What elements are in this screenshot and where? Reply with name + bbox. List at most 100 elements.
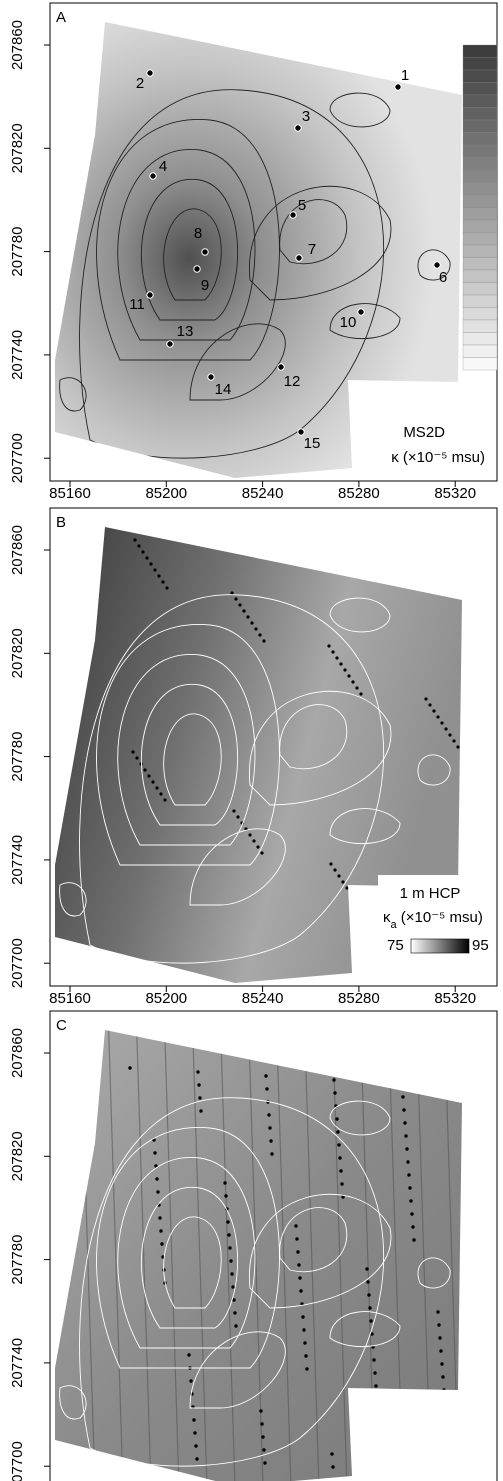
sample-label: 2 bbox=[136, 75, 144, 92]
x-tick-label: 85200 bbox=[145, 990, 187, 1007]
contour-line bbox=[59, 882, 87, 917]
speck bbox=[374, 1384, 378, 1388]
speck bbox=[331, 1465, 335, 1469]
sample-label: 4 bbox=[159, 158, 167, 175]
speck bbox=[229, 1259, 233, 1263]
speck bbox=[195, 1457, 199, 1461]
contour-line bbox=[417, 249, 451, 281]
speck bbox=[137, 544, 141, 548]
contour-line bbox=[141, 1186, 239, 1329]
speck bbox=[141, 550, 145, 554]
speck bbox=[153, 568, 157, 572]
colorbar-step bbox=[462, 357, 498, 371]
speck bbox=[337, 874, 341, 878]
contour-line bbox=[96, 119, 280, 361]
speck bbox=[133, 538, 137, 542]
speck bbox=[440, 1362, 444, 1366]
speck bbox=[158, 1216, 162, 1220]
speck bbox=[333, 868, 337, 872]
speck bbox=[347, 674, 351, 678]
sample-point bbox=[394, 83, 402, 91]
speck bbox=[250, 621, 254, 625]
speck bbox=[261, 1435, 265, 1439]
speck bbox=[135, 756, 139, 760]
speck bbox=[337, 1143, 341, 1147]
panel-c: C 207860 207820 207780 207740 207700 bbox=[9, 1010, 498, 1481]
legend-symbol: κ bbox=[383, 909, 391, 926]
y-tick-label: 207780 bbox=[9, 1235, 26, 1285]
speck bbox=[436, 1310, 440, 1314]
speck bbox=[228, 1246, 232, 1250]
contour-line bbox=[249, 185, 392, 301]
speck bbox=[131, 750, 135, 754]
y-tick-label: 207700 bbox=[9, 938, 26, 988]
speck bbox=[366, 1280, 370, 1284]
survey-stripe bbox=[219, 1030, 236, 1481]
speck bbox=[401, 1095, 405, 1099]
y-tick-label: 207820 bbox=[9, 123, 26, 173]
speck bbox=[303, 1341, 307, 1345]
speck bbox=[294, 1224, 298, 1228]
colorbar-step bbox=[462, 294, 498, 308]
speck bbox=[154, 1164, 158, 1168]
y-tick-label: 207820 bbox=[9, 628, 26, 678]
speck bbox=[270, 1152, 274, 1156]
speck bbox=[452, 739, 456, 743]
colorbar-step bbox=[462, 94, 498, 108]
speck bbox=[143, 768, 147, 772]
sample-label: 8 bbox=[194, 225, 202, 242]
sample-point bbox=[277, 363, 285, 371]
speck bbox=[340, 1182, 344, 1186]
sample-point bbox=[149, 172, 157, 180]
speck bbox=[436, 715, 440, 719]
contour-line bbox=[163, 713, 222, 806]
speck bbox=[265, 1087, 269, 1091]
legend-max: 95 bbox=[472, 937, 489, 954]
speck bbox=[370, 1332, 374, 1336]
contour-line bbox=[329, 1100, 391, 1136]
colorbar-step bbox=[462, 207, 498, 221]
y-tick-label: 207700 bbox=[9, 1441, 26, 1481]
speck bbox=[233, 1311, 237, 1315]
speck bbox=[412, 1238, 416, 1242]
speck bbox=[332, 1078, 336, 1082]
speck bbox=[230, 591, 234, 595]
speck bbox=[339, 662, 343, 666]
speck bbox=[230, 1272, 234, 1276]
speck bbox=[373, 1371, 377, 1375]
sample-label: 3 bbox=[302, 108, 310, 125]
speck bbox=[403, 1121, 407, 1125]
contour-line bbox=[249, 690, 392, 806]
panel-label: A bbox=[56, 9, 66, 26]
sample-label: 10 bbox=[340, 314, 357, 331]
speck bbox=[264, 1074, 268, 1078]
speck bbox=[267, 1113, 271, 1117]
survey-stripe bbox=[135, 1030, 152, 1481]
speck bbox=[336, 1130, 340, 1134]
legend-min: 75 bbox=[387, 937, 404, 954]
speck bbox=[246, 615, 250, 619]
colorbar-step bbox=[462, 157, 498, 171]
speck bbox=[194, 1444, 198, 1448]
speck bbox=[238, 603, 242, 607]
sample-label: 1 bbox=[401, 67, 409, 84]
speck bbox=[234, 597, 238, 601]
colorbar-step bbox=[462, 69, 498, 83]
speck bbox=[341, 1195, 345, 1199]
colorbar-step bbox=[462, 144, 498, 158]
speck bbox=[151, 780, 155, 784]
speck bbox=[432, 709, 436, 713]
speck bbox=[367, 1293, 371, 1297]
contour-line bbox=[59, 1385, 87, 1420]
speck bbox=[438, 1336, 442, 1340]
speck bbox=[424, 697, 428, 701]
speck bbox=[302, 1328, 306, 1332]
survey-stripe bbox=[275, 1030, 292, 1481]
y-tick-label: 207740 bbox=[9, 835, 26, 885]
sample-label: 5 bbox=[298, 197, 306, 214]
speck bbox=[160, 1242, 164, 1246]
speck bbox=[428, 703, 432, 707]
contour-line bbox=[329, 597, 391, 633]
speck bbox=[369, 1319, 373, 1323]
sample-label: 13 bbox=[177, 323, 194, 340]
